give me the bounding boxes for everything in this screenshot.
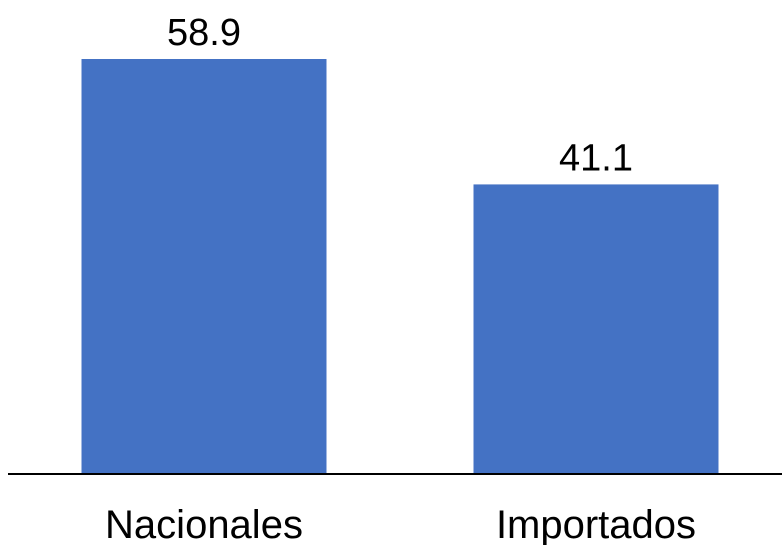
value-label-importados: 41.1 — [559, 137, 633, 179]
value-label-nacionales: 58.9 — [167, 12, 241, 54]
x-tick-label-nacionales: Nacionales — [105, 503, 303, 545]
bar-importados — [473, 184, 719, 474]
bars — [81, 59, 719, 474]
value-labels: 58.9 41.1 — [167, 12, 633, 179]
x-axis-tick-labels: Nacionales Importados — [105, 503, 696, 545]
bar-nacionales — [81, 59, 327, 474]
x-tick-label-importados: Importados — [496, 503, 696, 545]
